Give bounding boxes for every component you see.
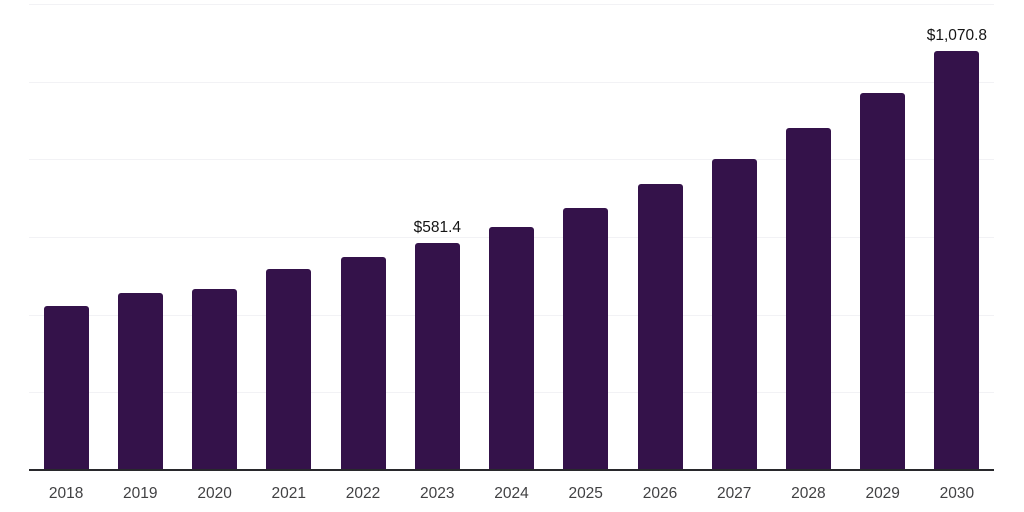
bar-2020	[192, 289, 238, 469]
x-tick-label-2021: 2021	[271, 485, 307, 502]
x-tick-label-2023: 2023	[420, 485, 455, 502]
bar-2028	[785, 128, 831, 469]
gridline	[29, 81, 994, 83]
x-tick-label-2029: 2029	[865, 485, 900, 502]
value-label-2023: $581.4	[413, 219, 462, 236]
value-label-2030: $1,070.8	[926, 27, 988, 44]
bar-2027	[711, 159, 757, 469]
x-tick-label-2025: 2025	[568, 485, 603, 502]
x-tick-label-2024: 2024	[494, 485, 529, 502]
x-axis-line	[29, 469, 994, 471]
x-tick-label-2020: 2020	[197, 485, 232, 502]
x-tick-label-2026: 2026	[642, 485, 678, 502]
gridline	[29, 159, 994, 161]
bar-2021	[266, 269, 312, 469]
x-tick-label-2022: 2022	[345, 485, 381, 502]
x-tick-label-2018: 2018	[48, 485, 84, 502]
x-tick-label-2028: 2028	[791, 485, 826, 502]
bar-2030	[934, 51, 980, 469]
bar-2025	[563, 208, 609, 469]
bar-2018	[43, 306, 89, 469]
x-tick-label-2027: 2027	[716, 485, 752, 502]
bar-2029	[860, 93, 906, 469]
x-tick-label-2019: 2019	[123, 485, 158, 502]
bar-2022	[340, 257, 386, 469]
bar-2026	[637, 184, 683, 469]
bar-2024	[489, 227, 534, 469]
bar-2019	[117, 293, 163, 469]
bar-2023	[414, 243, 460, 469]
gridline	[29, 4, 994, 5]
x-tick-label-2030: 2030	[939, 485, 975, 502]
